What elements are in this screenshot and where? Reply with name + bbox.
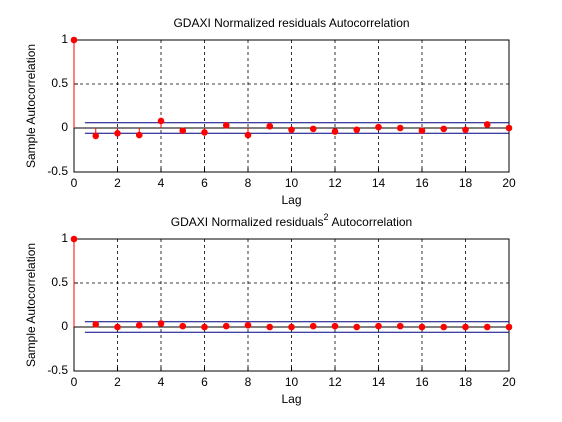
title-text: Autocorrelation (332, 215, 413, 229)
x-tick-label: 0 (71, 176, 78, 190)
stem-marker (201, 129, 208, 136)
stem-marker (396, 124, 404, 132)
x-tick-label: 8 (245, 176, 252, 190)
x-tick-label: 18 (459, 176, 473, 190)
stem-marker (483, 121, 491, 128)
stem-marker (222, 322, 230, 330)
stem-marker (135, 131, 143, 139)
x-tick-label: 16 (415, 375, 429, 389)
y-tick-label: -0.5 (47, 164, 68, 178)
stem-marker (288, 323, 295, 331)
x-tick-label: 0 (71, 375, 78, 389)
stem-marker (440, 323, 448, 331)
stem-marker (266, 323, 274, 331)
y-tick-label: 0 (61, 319, 68, 333)
x-tick-label: 12 (328, 375, 342, 389)
y-tick-label: 0.5 (51, 275, 68, 289)
stem-marker (462, 323, 469, 331)
stem-marker (505, 124, 513, 132)
y-tick-label: -0.5 (47, 363, 68, 377)
stem-marker (92, 321, 100, 328)
y-tick-label: 0 (61, 120, 68, 134)
stem-marker (505, 323, 513, 331)
y-tick-label: 1 (61, 32, 68, 46)
stem-marker (288, 126, 295, 134)
stem-marker (462, 126, 469, 134)
stem-marker (483, 323, 491, 331)
x-tick-label: 14 (372, 176, 386, 190)
stem-marker (70, 235, 78, 243)
stem-marker (396, 322, 404, 330)
stem-marker (375, 322, 382, 330)
title-text: GDAXI Normalized residuals (171, 215, 324, 229)
stem-marker (331, 322, 339, 330)
stem-marker (114, 323, 121, 331)
stem-marker (353, 323, 361, 331)
stem-marker (353, 126, 361, 134)
x-tick-label: 6 (201, 176, 208, 190)
chart-title: GDAXI Normalized residuals2 Autocorrelati… (171, 212, 412, 229)
stem-marker (418, 127, 426, 134)
stem-marker (440, 125, 448, 133)
stem-marker (309, 125, 317, 133)
y-axis-label: Sample Autocorrelation (24, 44, 38, 168)
x-tick-label: 18 (459, 375, 473, 389)
x-tick-label: 4 (158, 176, 165, 190)
stem-marker (135, 321, 143, 329)
stem-marker (331, 128, 339, 135)
x-tick-label: 2 (114, 176, 121, 190)
stem-marker (179, 127, 187, 134)
x-tick-label: 14 (372, 375, 386, 389)
stem-marker (375, 123, 382, 131)
chart-title: GDAXI Normalized residuals Autocorrelati… (173, 16, 409, 30)
y-tick-label: 0.5 (51, 76, 68, 90)
stem-marker (244, 321, 252, 329)
stem-marker (266, 122, 274, 130)
x-axis-label: Lag (281, 193, 301, 207)
stem-marker (309, 322, 317, 330)
stem-marker (201, 323, 208, 331)
stem-marker (418, 323, 426, 331)
stem-marker (70, 36, 78, 44)
x-tick-label: 10 (285, 176, 299, 190)
x-tick-label: 6 (201, 375, 208, 389)
x-tick-label: 4 (158, 375, 165, 389)
stem-marker (222, 122, 230, 129)
title-superscript: 2 (323, 212, 328, 222)
stem-marker (92, 132, 100, 140)
x-tick-label: 20 (502, 375, 516, 389)
stem-marker (157, 320, 165, 327)
stem-marker (157, 117, 165, 125)
x-axis-label: Lag (281, 392, 301, 406)
x-tick-label: 8 (245, 375, 252, 389)
x-tick-label: 2 (114, 375, 121, 389)
x-tick-label: 12 (328, 176, 342, 190)
y-axis-label: Sample Autocorrelation (24, 243, 38, 367)
x-tick-label: 16 (415, 176, 429, 190)
stem-marker (114, 129, 121, 137)
stem-marker (244, 131, 252, 139)
x-tick-label: 20 (502, 176, 516, 190)
stem-marker (179, 322, 187, 330)
y-tick-label: 1 (61, 231, 68, 245)
x-tick-label: 10 (285, 375, 299, 389)
